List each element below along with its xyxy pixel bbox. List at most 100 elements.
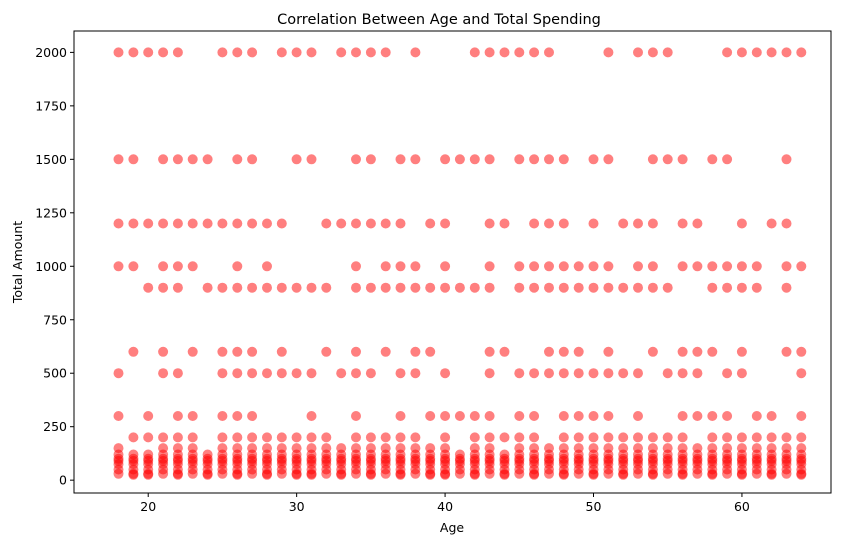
data-point	[618, 218, 629, 229]
data-point	[751, 411, 762, 421]
data-point	[588, 218, 599, 229]
data-point	[351, 282, 361, 293]
data-point	[751, 261, 762, 272]
data-point	[247, 368, 258, 379]
data-point	[247, 47, 258, 58]
data-point	[484, 432, 495, 443]
data-point	[128, 346, 139, 357]
data-point	[276, 468, 287, 479]
data-point	[662, 282, 673, 293]
data-point	[544, 218, 554, 229]
data-point	[143, 411, 154, 421]
data-point	[262, 261, 272, 272]
y-tick-label: 2000	[35, 45, 67, 60]
data-point	[618, 282, 629, 293]
data-point	[544, 154, 554, 165]
data-point	[633, 411, 643, 421]
x-tick-label: 40	[437, 499, 453, 514]
data-point	[633, 282, 643, 293]
data-point	[291, 154, 302, 165]
data-point	[736, 368, 747, 379]
data-point	[410, 154, 421, 165]
data-point	[736, 432, 747, 443]
data-point	[707, 432, 718, 443]
data-point	[306, 154, 317, 165]
data-point	[781, 346, 792, 357]
data-point	[158, 261, 169, 272]
data-point	[603, 368, 614, 379]
data-point	[321, 468, 332, 479]
data-point	[677, 469, 688, 480]
data-point	[217, 346, 228, 357]
data-point	[544, 468, 554, 479]
data-point	[321, 218, 332, 229]
data-point	[291, 432, 302, 443]
data-point	[766, 469, 777, 480]
data-point	[217, 368, 228, 379]
y-axis-label: Total Amount	[10, 221, 25, 304]
data-point	[158, 468, 169, 479]
data-point	[365, 368, 376, 379]
data-point	[796, 432, 807, 443]
data-point	[202, 469, 213, 480]
data-point	[380, 47, 391, 58]
data-point	[291, 368, 302, 379]
data-point	[751, 468, 762, 479]
data-point	[351, 346, 361, 357]
data-point	[113, 411, 124, 421]
data-point	[514, 261, 525, 272]
data-point	[514, 411, 525, 421]
data-point	[128, 47, 139, 58]
data-point	[662, 154, 673, 165]
data-point	[158, 368, 169, 379]
data-point	[217, 468, 228, 479]
data-point	[588, 368, 599, 379]
data-point	[425, 282, 436, 293]
data-point	[558, 154, 569, 165]
data-point	[766, 218, 777, 229]
data-point	[677, 432, 688, 443]
data-point	[380, 282, 391, 293]
data-point	[662, 468, 673, 479]
data-point	[692, 261, 703, 272]
data-point	[662, 47, 673, 58]
data-point	[796, 261, 807, 272]
data-point	[306, 411, 317, 421]
data-point	[128, 432, 139, 443]
data-point	[276, 218, 287, 229]
y-axis: 0 250 500 750 1000 1250 1500 1750 2000	[35, 45, 74, 488]
data-point	[454, 411, 465, 421]
data-point	[588, 154, 599, 165]
data-point	[573, 432, 584, 443]
data-point	[187, 154, 198, 165]
data-point	[113, 154, 124, 165]
data-point	[603, 411, 614, 421]
data-point	[647, 469, 658, 480]
data-point	[544, 261, 554, 272]
data-point	[618, 368, 629, 379]
data-point	[484, 411, 495, 421]
data-point	[647, 282, 658, 293]
data-point	[158, 432, 169, 443]
data-point	[217, 411, 228, 421]
data-point	[633, 218, 643, 229]
data-point	[514, 368, 525, 379]
data-point	[529, 469, 540, 480]
data-point	[158, 154, 169, 165]
data-point	[588, 432, 599, 443]
data-point	[722, 282, 733, 293]
data-point	[336, 368, 347, 379]
data-point	[707, 469, 718, 480]
data-point	[291, 47, 302, 58]
data-point	[440, 218, 451, 229]
data-point	[484, 154, 495, 165]
data-point	[440, 432, 451, 443]
data-point	[558, 432, 569, 443]
data-point	[736, 218, 747, 229]
data-point	[573, 261, 584, 272]
data-point	[128, 154, 139, 165]
data-point	[707, 154, 718, 165]
data-point	[440, 154, 451, 165]
data-point	[113, 368, 124, 379]
data-point	[351, 154, 361, 165]
